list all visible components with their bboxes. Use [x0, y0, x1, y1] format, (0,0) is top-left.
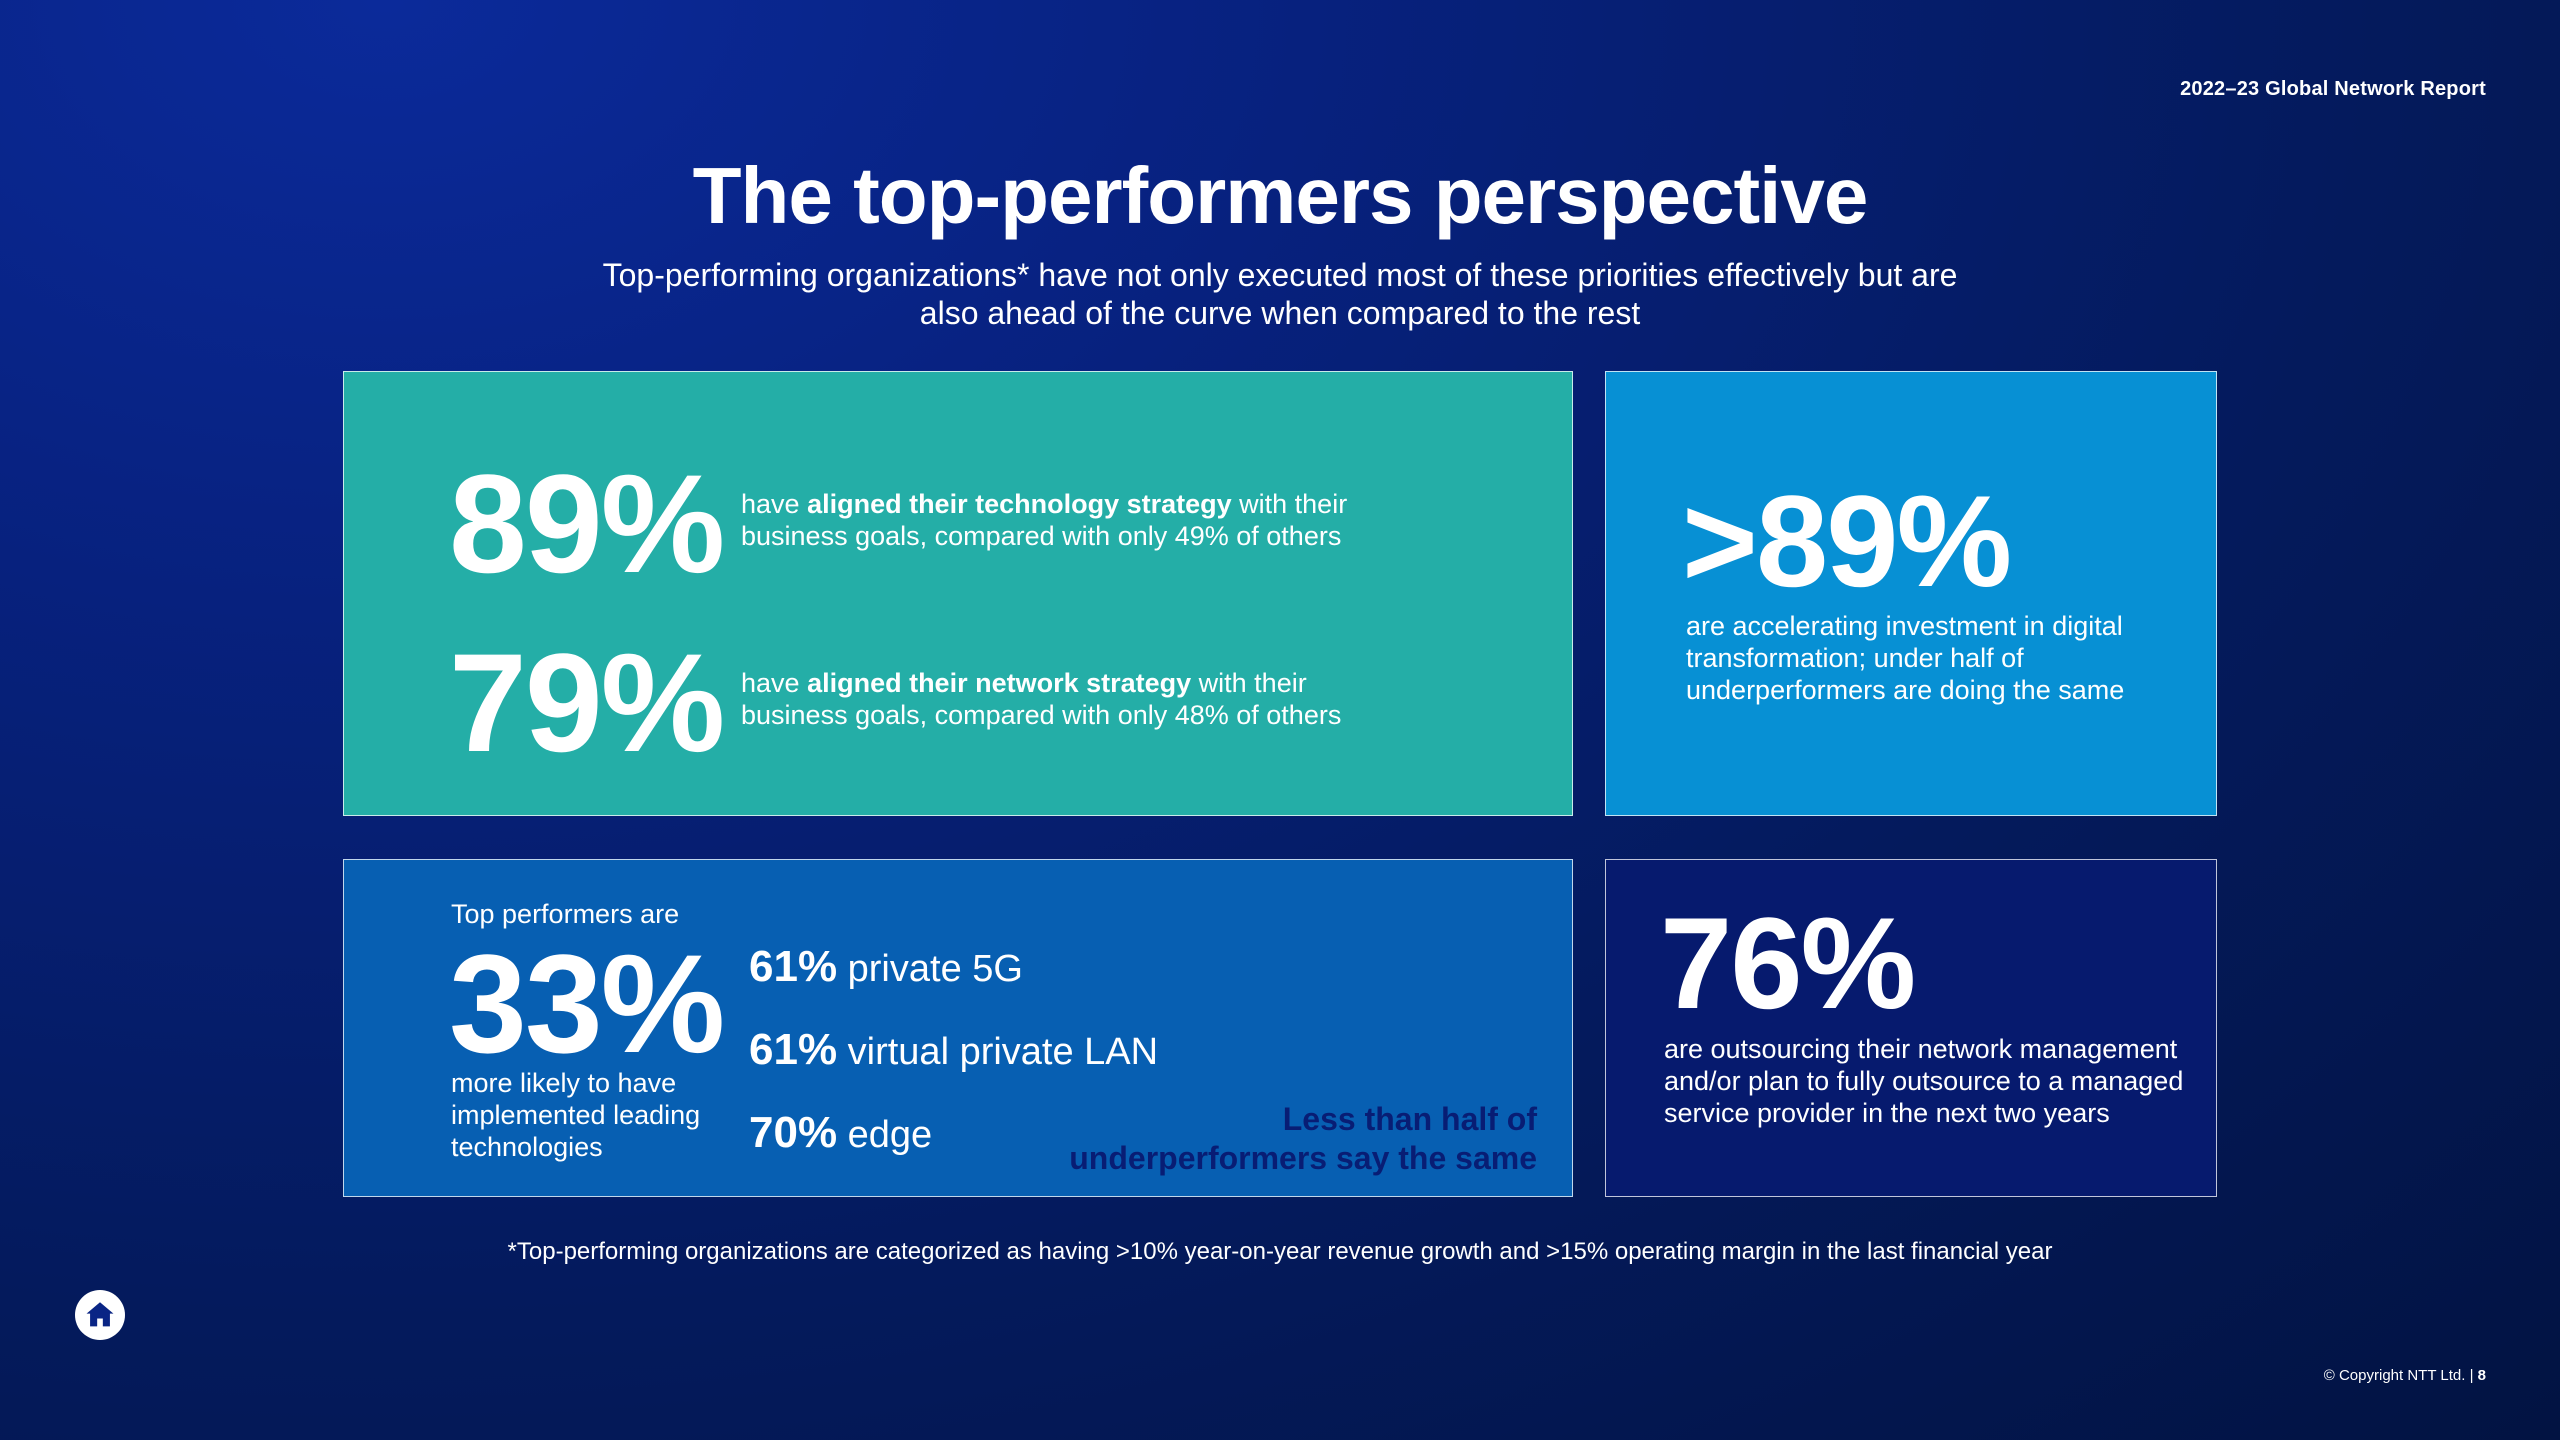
tech-item-percent: 61%	[749, 942, 838, 991]
tech-strategy-text: have aligned their technology strategy w…	[741, 489, 1348, 551]
page-number: 8	[2477, 1367, 2486, 1384]
page-subtitle: Top-performing organizations* have not o…	[602, 257, 1958, 331]
tech-item-private-5g: 61% private 5G	[749, 945, 1023, 991]
tech-description: more likely to have implemented leading …	[451, 1068, 701, 1162]
report-label: 2022–23 Global Network Report	[2180, 78, 2486, 100]
tech-item-edge: 70% edge	[749, 1111, 932, 1157]
tech-percent: 33%	[449, 925, 725, 1082]
page-title: The top-performers perspective	[692, 151, 1869, 240]
tech-item-percent: 61%	[749, 1025, 838, 1074]
network-strategy-highlight: aligned their network strategy	[807, 668, 1192, 698]
copyright-text: © Copyright NTT Ltd. |	[2323, 1367, 2474, 1384]
tech-item-percent: 70%	[749, 1108, 838, 1157]
home-icon	[86, 1302, 114, 1327]
technologies-card: Top performers are 33% more likely to ha…	[343, 859, 1573, 1197]
strategy-alignment-card: 89% have aligned their technology strate…	[343, 371, 1573, 816]
tech-intro-text: Top performers are	[451, 899, 680, 929]
investment-card: >89% are accelerating investment in digi…	[1605, 371, 2217, 816]
tech-item-label: private 5G	[847, 948, 1023, 990]
network-strategy-text: have aligned their network strategy with…	[741, 668, 1342, 730]
outsourcing-card: 76% are outsourcing their network manage…	[1605, 859, 2217, 1197]
tech-item-label: virtual private LAN	[847, 1031, 1159, 1073]
network-strategy-percent: 79%	[449, 624, 725, 781]
footnote: *Top-performing organizations are catego…	[507, 1238, 2053, 1265]
tech-item-virtual-private-lan: 61% virtual private LAN	[749, 1028, 1158, 1074]
investment-text: are accelerating investment in digital t…	[1686, 611, 2125, 705]
tech-strategy-percent: 89%	[449, 445, 725, 602]
outsourcing-text: are outsourcing their network management…	[1664, 1034, 2184, 1128]
home-button[interactable]	[75, 1290, 125, 1340]
tech-item-label: edge	[847, 1114, 933, 1156]
underperformers-comparison: Less than half of underperformers say th…	[1069, 1101, 1537, 1176]
outsourcing-percent: 76%	[1660, 890, 1916, 1036]
investment-percent: >89%	[1682, 468, 2012, 614]
tech-strategy-highlight: aligned their technology strategy	[807, 489, 1232, 519]
copyright-footer: © Copyright NTT Ltd. | 8	[2324, 1367, 2486, 1384]
